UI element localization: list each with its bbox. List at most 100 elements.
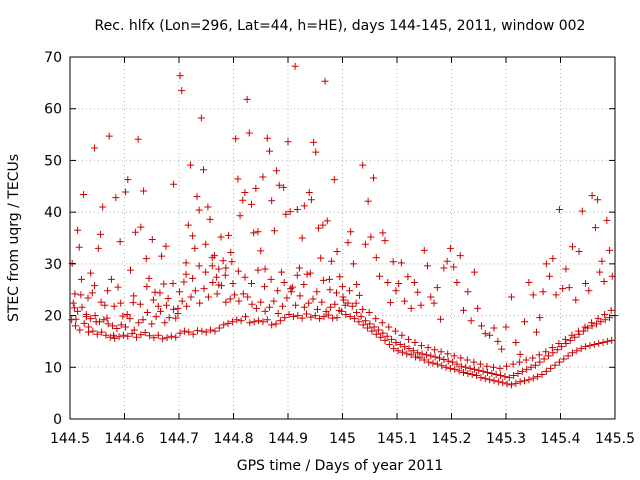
data-point-plus: [74, 226, 82, 234]
data-point-plus: [459, 306, 467, 314]
data-point-plus: [349, 260, 357, 268]
data-point-plus: [247, 280, 255, 288]
data-point-plus: [590, 341, 598, 349]
data-point-plus: [422, 351, 430, 359]
data-point-plus: [204, 293, 212, 301]
data-point-plus: [152, 313, 160, 321]
data-point-plus: [573, 347, 581, 355]
data-point-plus: [483, 362, 491, 370]
data-point-plus: [346, 287, 354, 295]
data-point-plus: [470, 358, 478, 366]
data-point-plus: [237, 317, 245, 325]
data-point-plus: [222, 264, 230, 272]
data-point-plus: [321, 77, 329, 85]
data-point-plus: [389, 258, 397, 266]
data-point-plus: [598, 257, 606, 265]
data-point-plus: [74, 307, 82, 315]
data-point-plus: [197, 114, 205, 122]
data-point-plus: [410, 278, 418, 286]
data-point-plus: [225, 231, 233, 239]
data-point-plus: [444, 350, 452, 358]
data-point-plus: [437, 315, 445, 323]
data-point-plus: [274, 310, 282, 318]
data-point-plus: [280, 183, 288, 191]
data-point-plus: [330, 176, 338, 184]
data-point-plus: [559, 285, 567, 293]
data-point-plus: [289, 313, 297, 321]
data-point-plus: [252, 184, 260, 192]
data-point-plus: [85, 328, 93, 336]
data-point-plus: [287, 285, 295, 293]
data-point-plus: [126, 315, 134, 323]
data-point-plus: [450, 352, 458, 360]
data-point-plus: [319, 276, 327, 284]
data-point-plus: [440, 264, 448, 272]
data-point-plus: [123, 311, 131, 319]
data-point-plus: [592, 320, 600, 328]
data-point-plus: [566, 336, 574, 344]
data-point-plus: [309, 295, 317, 303]
data-point-plus: [112, 194, 120, 202]
data-point-plus: [213, 290, 221, 298]
data-point-plus: [446, 244, 454, 252]
data-point-plus: [161, 319, 169, 327]
y-tick-label: 50: [44, 153, 62, 169]
data-point-plus: [451, 365, 459, 373]
data-point-plus: [352, 299, 360, 307]
x-tick-label: 144.8: [213, 431, 253, 447]
data-point-plus: [146, 332, 154, 340]
data-point-plus: [397, 259, 405, 267]
data-point-plus: [486, 376, 494, 384]
data-point-plus: [518, 367, 526, 375]
data-point-plus: [384, 278, 392, 286]
data-point-plus: [106, 333, 114, 341]
data-point-plus: [174, 310, 182, 318]
data-point-plus: [512, 379, 520, 387]
data-point-plus: [359, 161, 367, 169]
data-point-plus: [160, 280, 168, 288]
data-point-plus: [359, 321, 367, 329]
data-point-plus: [259, 173, 267, 181]
data-point-plus: [549, 349, 557, 357]
data-point-plus: [572, 296, 580, 304]
data-point-plus: [401, 343, 409, 351]
data-point-plus: [411, 338, 419, 346]
data-point-plus: [395, 280, 403, 288]
data-point-plus: [130, 326, 138, 334]
data-point-plus: [229, 280, 237, 288]
data-point-plus: [582, 280, 590, 288]
data-point-plus: [149, 296, 157, 304]
data-point-plus: [527, 363, 535, 371]
data-point-plus: [596, 268, 604, 276]
data-point-plus: [270, 227, 278, 235]
data-point-plus: [143, 308, 151, 316]
data-point-plus: [455, 367, 463, 375]
data-point-plus: [431, 346, 439, 354]
data-point-plus: [172, 314, 180, 322]
x-tick-label: 144.6: [104, 431, 144, 447]
data-point-plus: [499, 379, 507, 387]
data-point-plus: [575, 330, 583, 338]
data-point-plus: [243, 95, 251, 103]
data-point-plus: [72, 315, 80, 323]
data-point-plus: [600, 277, 608, 285]
data-point-plus: [339, 283, 346, 291]
data-point-plus: [496, 364, 504, 372]
data-point-plus: [154, 331, 162, 339]
data-point-plus: [370, 323, 378, 331]
data-point-plus: [516, 350, 524, 358]
data-point-plus: [490, 324, 498, 332]
y-tick-label: 10: [44, 360, 62, 376]
data-point-plus: [186, 161, 194, 169]
data-point-plus: [561, 335, 569, 343]
data-point-plus: [509, 360, 517, 368]
data-point-plus: [342, 311, 350, 319]
data-point-plus: [378, 319, 386, 327]
data-point-plus: [279, 302, 287, 310]
data-point-plus: [512, 338, 520, 346]
data-point-plus: [305, 299, 313, 307]
data-point-plus: [252, 304, 260, 312]
data-point-plus: [522, 356, 530, 364]
data-point-plus: [324, 311, 332, 319]
data-point-plus: [564, 352, 572, 360]
